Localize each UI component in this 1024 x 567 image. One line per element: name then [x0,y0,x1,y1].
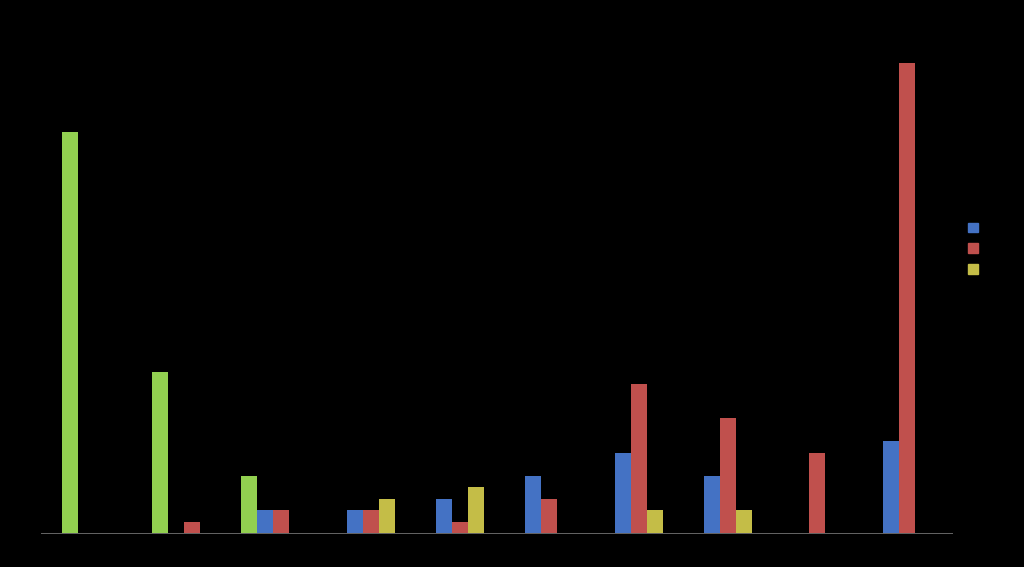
Bar [647,510,663,533]
Bar [452,522,468,533]
Bar [614,452,631,533]
Bar [257,510,273,533]
Bar [468,487,484,533]
Bar [273,510,290,533]
Legend: , , : , , [969,221,989,277]
Bar [631,384,647,533]
Bar [542,498,557,533]
Bar [525,476,542,533]
Bar [883,441,899,533]
Bar [809,452,825,533]
Bar [720,418,736,533]
Bar [436,498,452,533]
Bar [736,510,753,533]
Bar [152,373,168,533]
Bar [703,476,720,533]
Bar [62,132,79,533]
Bar [379,498,395,533]
Bar [346,510,362,533]
Bar [184,522,200,533]
Bar [899,63,914,533]
Bar [241,476,257,533]
Bar [362,510,379,533]
